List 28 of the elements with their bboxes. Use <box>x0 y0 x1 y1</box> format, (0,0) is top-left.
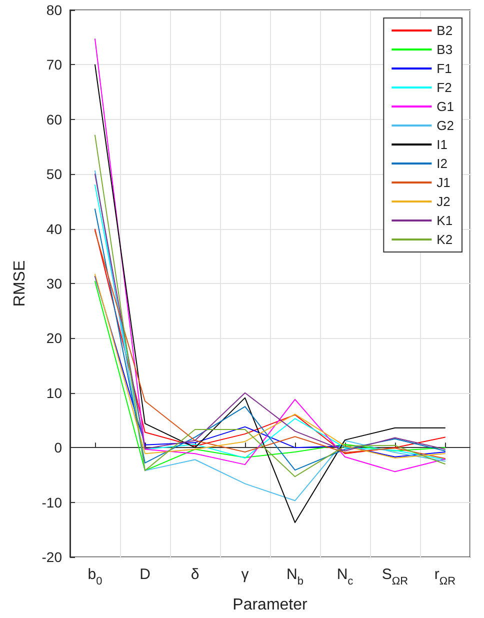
y-tick-label: 10 <box>46 384 62 401</box>
y-tick-label: 70 <box>46 56 62 73</box>
y-tick-label: 60 <box>46 111 62 128</box>
legend-label: I1 <box>436 137 448 152</box>
x-axis-title: Parameter <box>232 596 308 614</box>
y-tick-label: -20 <box>42 549 62 565</box>
legend-label: F2 <box>436 80 452 95</box>
x-tick-label: δ <box>190 566 200 583</box>
y-tick-label: 40 <box>46 220 62 237</box>
legend-label: K1 <box>436 213 453 228</box>
legend-label: G1 <box>436 99 454 114</box>
legend-label: J2 <box>436 194 450 209</box>
x-tick-label: D <box>140 566 151 583</box>
legend-label: B3 <box>436 42 453 57</box>
legend-label: I2 <box>436 156 448 171</box>
legend-label: G2 <box>436 118 454 133</box>
legend-label: B2 <box>436 23 453 38</box>
legend-label: J1 <box>436 175 450 190</box>
y-tick-label: 20 <box>46 330 62 346</box>
y-tick-label: 30 <box>46 276 62 292</box>
y-tick-label: -10 <box>42 494 62 510</box>
y-tick-label: 80 <box>46 2 62 18</box>
legend-label: K2 <box>436 232 453 247</box>
y-axis-title: RMSE <box>12 260 28 307</box>
y-tick-label: 50 <box>46 166 62 182</box>
x-tick-label: γ <box>241 566 250 583</box>
y-tick-label: 0 <box>54 440 62 456</box>
legend-label: F1 <box>436 61 452 76</box>
